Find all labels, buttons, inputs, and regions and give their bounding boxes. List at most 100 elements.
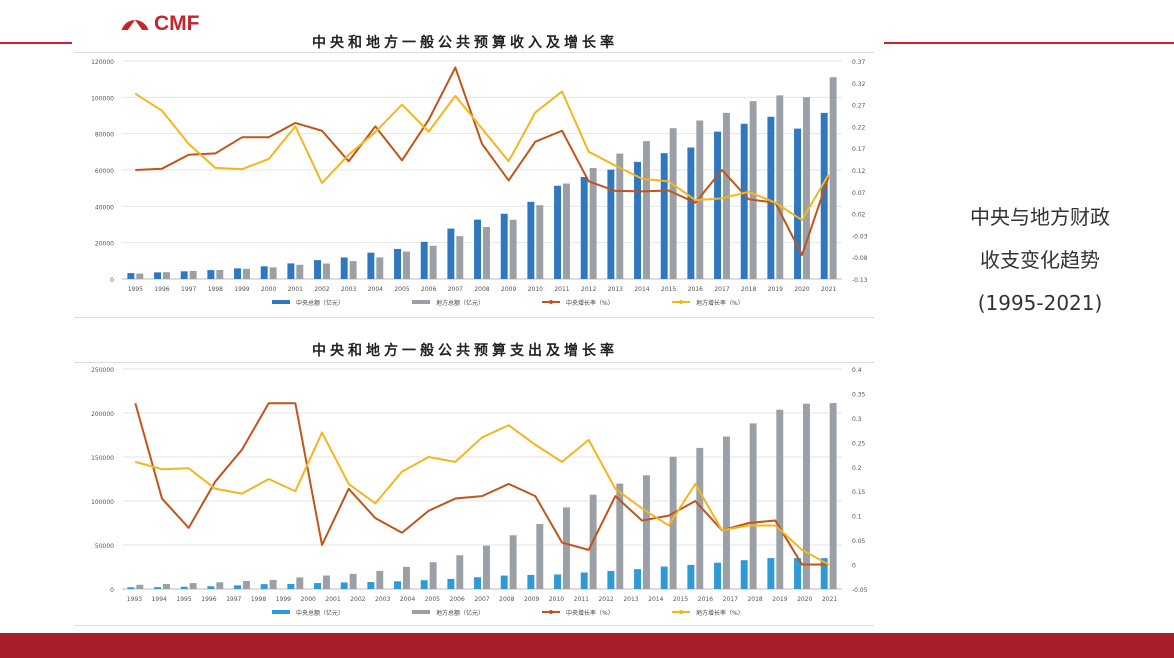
y-tick-label: 60000 [95,168,114,175]
bar-central [527,574,535,589]
x-tick-label: 2014 [634,286,649,293]
y2-tick-label: 0.12 [852,168,866,175]
x-tick-label: 2009 [524,596,539,603]
x-tick-label: 2014 [648,596,663,603]
y2-tick-label: 0.15 [852,489,866,496]
y2-tick-label: 0.3 [852,416,862,423]
expenditure-chart-title: 中央和地方一般公共预算支出及增长率 [312,343,618,359]
bar-local [216,269,224,279]
y2-tick-label: -0.05 [852,587,868,594]
bar-local [829,403,837,589]
x-tick-label: 2011 [554,286,569,293]
side-caption-line3: (1995-2021) [977,291,1103,315]
revenue-chart-svg: 0 20000 40000 60000 80000 100000 120000 -0.13 -0… [91,59,868,307]
y-tick-label: 150000 [91,455,114,462]
x-tick-label: 2010 [528,286,543,293]
bar-central [154,587,161,589]
bar-local [243,268,250,279]
y-tick-label: 200000 [91,411,114,418]
bar-central [687,564,695,589]
bar-local [536,205,544,279]
x-tick-label: 2017 [723,596,738,603]
bar-central [127,587,135,589]
y2-tick-label: -0.13 [852,277,868,284]
bar-central [634,569,641,589]
bar-central [447,228,455,279]
bar-central [660,153,668,279]
legend-label: 中央增长率（%） [566,299,614,307]
bar-local [803,97,810,279]
y2-tick-label: 0.22 [852,124,866,131]
bar-local [776,95,784,279]
bar-central [447,578,455,589]
bar-local [749,101,757,279]
x-tick-label: 1998 [208,286,223,293]
bar-central [474,577,481,589]
x-tick-label: 1995 [176,596,191,603]
bar-central [660,566,668,589]
bar-local [723,436,730,589]
bar-central [794,128,801,279]
x-tick-label: 1996 [154,286,169,293]
bar-local [376,570,384,589]
bar-local [483,545,490,589]
bar-local [349,261,357,279]
legend-swatch [412,610,430,614]
bar-local [189,583,197,589]
legend-label: 地方增长率（%） [696,299,744,307]
x-tick-label: 2008 [499,596,514,603]
y-tick-label: 0 [110,277,114,284]
y-tick-label: 0 [110,587,114,594]
bar-local [376,257,384,279]
bar-local [509,535,517,589]
bar-local [403,251,410,279]
y2-tick-label: 0 [852,563,856,570]
x-tick-label: 2003 [341,286,356,293]
bar-central [687,147,695,279]
revenue-chart-title: 中央和地方一般公共预算收入及增长率 [312,35,618,51]
bar-local [429,245,437,279]
x-tick-label: 2005 [394,286,409,293]
legend-label: 地方总额（亿元） [436,299,484,307]
bar-central [260,266,268,279]
y-tick-label: 40000 [95,204,114,211]
series-line-local-growth [135,424,830,566]
bar-central [287,263,295,279]
bar-central [180,586,188,589]
series-line-local-growth [134,90,830,222]
bar-central [367,252,375,279]
bar-central [367,582,375,589]
bar-local [616,153,624,279]
bar-central [287,583,295,589]
x-tick-label: 2016 [698,596,713,603]
legend-marker [549,300,553,304]
bar-local [829,77,837,279]
x-tick-label: 1996 [201,596,216,603]
x-tick-label: 2003 [375,596,390,603]
bar-local [189,270,197,279]
bar-local [269,579,277,589]
logo-text: CMF [154,12,200,30]
bar-local [136,584,144,589]
bar-central [127,273,135,279]
y-tick-label: 120000 [91,59,114,66]
bar-central [554,574,561,589]
bar-local [243,581,250,589]
legend-swatch [412,300,430,304]
bar-central [234,268,241,279]
revenue-chart: 0 20000 40000 60000 80000 100000 120000 -0.13 -0… [74,52,874,318]
bar-central [207,586,215,589]
bar-central [767,558,775,589]
bar-local [296,264,304,279]
x-tick-label: 2001 [288,286,303,293]
legend-label: 地方增长率（%） [696,609,744,617]
bar-central [580,176,588,279]
bar-central [420,241,428,279]
bar-local [669,456,677,589]
x-tick-label: 2009 [501,286,516,293]
bar-central [474,219,481,279]
x-tick-label: 2011 [574,596,589,603]
bar-central [794,558,801,589]
x-tick-label: 2007 [474,596,489,603]
bar-local [563,507,570,589]
